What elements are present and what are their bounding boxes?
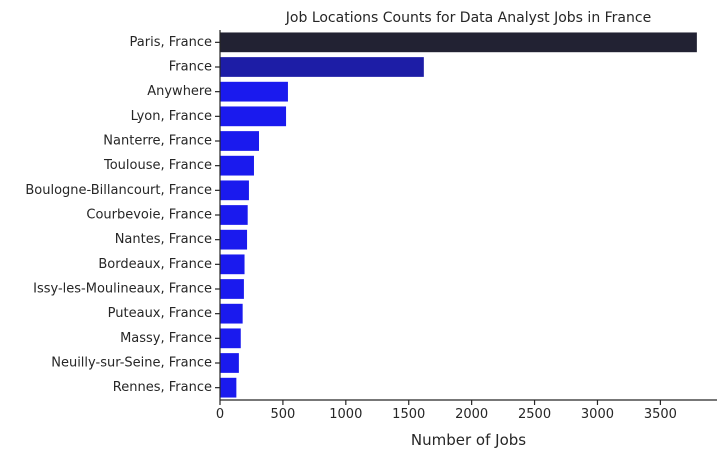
- bar-nanterre-france: [220, 131, 260, 151]
- x-tick-label: 2000: [455, 407, 488, 422]
- chart-title: Job Locations Counts for Data Analyst Jo…: [285, 10, 651, 26]
- x-tick-label: 1500: [392, 407, 425, 422]
- y-tick-label: France: [169, 60, 212, 75]
- bar-courbevoie-france: [220, 205, 248, 225]
- x-tick-label: 2500: [518, 407, 551, 422]
- y-tick-label: Lyon, France: [131, 109, 212, 124]
- bar-rennes-france: [220, 377, 237, 398]
- bar-massy-france: [220, 328, 241, 349]
- bar-lyon-france: [220, 106, 287, 127]
- y-tick-label: Issy-les-Moulineaux, France: [33, 282, 212, 297]
- y-tick-label: Massy, France: [120, 331, 212, 346]
- bar-paris-france: [220, 32, 697, 53]
- y-tick-label: Puteaux, France: [108, 306, 212, 321]
- bar-puteaux-france: [220, 303, 243, 324]
- x-axis-label: Number of Jobs: [411, 431, 526, 449]
- bars-group: [220, 32, 697, 398]
- y-tick-label: Paris, France: [130, 35, 212, 50]
- y-tick-label: Nanterre, France: [103, 134, 212, 149]
- x-tick-label: 0: [216, 407, 224, 422]
- y-tick-label: Courbevoie, France: [86, 208, 212, 223]
- x-tick-label: 3000: [581, 407, 614, 422]
- x-tick-label: 3500: [644, 407, 677, 422]
- y-tick-label: Nantes, France: [115, 232, 212, 247]
- bar-neuilly-sur-seine-france: [220, 353, 239, 373]
- bar-issy-les-moulineaux-france: [220, 279, 244, 299]
- y-tick-label: Neuilly-sur-Seine, France: [51, 356, 212, 371]
- bar-france: [220, 57, 424, 77]
- bar-anywhere: [220, 81, 288, 102]
- bar-boulogne-billancourt-france: [220, 180, 249, 201]
- y-tick-label: Rennes, France: [113, 380, 212, 395]
- y-tick-label: Toulouse, France: [103, 158, 212, 173]
- y-tick-label: Bordeaux, France: [98, 257, 212, 272]
- x-tick-label: 500: [270, 407, 295, 422]
- x-tick-label: 1000: [329, 407, 362, 422]
- y-tick-label: Boulogne-Billancourt, France: [25, 183, 212, 198]
- bar-toulouse-france: [220, 155, 254, 176]
- x-axis-ticks: 0 500 1000 1500 2000 2500 3000 3500: [216, 400, 677, 422]
- y-axis-ticks: Paris, France France Anywhere Lyon, France N…: [25, 35, 220, 395]
- y-tick-label: Anywhere: [147, 84, 212, 99]
- bar-nantes-france: [220, 229, 248, 250]
- bar-bordeaux-france: [220, 254, 245, 275]
